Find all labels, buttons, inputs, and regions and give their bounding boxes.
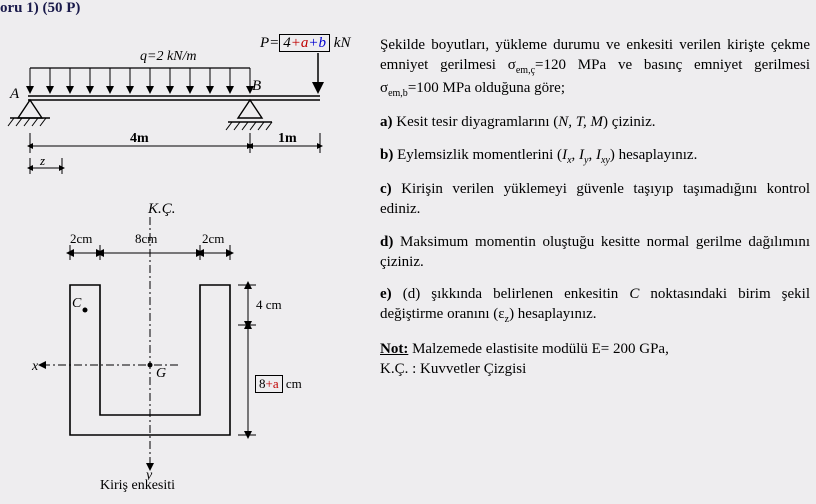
support-pin-A xyxy=(8,100,50,126)
h-var-unit: cm xyxy=(286,376,302,391)
kc-label: K.Ç. xyxy=(147,201,176,217)
question-header: oru 1) (50 P) xyxy=(0,0,80,17)
h-top: 4 cm xyxy=(256,297,282,312)
intro-paragraph: Şekilde boyutları, yükleme durumu ve enk… xyxy=(380,35,810,100)
x-axis-label: x xyxy=(31,359,39,374)
h-var-label: 8+a cm xyxy=(255,375,302,393)
span-1m: 1m xyxy=(278,131,297,146)
B-label: B xyxy=(252,78,261,94)
problem-text: Şekilde boyutları, yükleme durumu ve enk… xyxy=(380,35,810,391)
span-4m: 4m xyxy=(130,131,149,146)
note: Not: Malzemede elastisite modülü E= 200 … xyxy=(380,339,810,380)
item-a: a) Kesit tesir diyagramlarını (N, T, M) … xyxy=(380,112,810,132)
w-right: 2cm xyxy=(202,231,224,246)
w-left: 2cm xyxy=(70,231,92,246)
section-caption: Kiriş enkesiti xyxy=(100,478,175,494)
item-d: d) Maksimum momentin oluştuğu kesitte no… xyxy=(380,232,810,273)
distributed-load-arrows xyxy=(30,68,250,90)
beam-diagram: q=2 kN/m A B xyxy=(0,38,360,193)
item-b: b) Eylemsizlik momentlerini (Ix, Iy, Ixy… xyxy=(380,145,810,168)
A-label: A xyxy=(9,86,20,102)
w-mid: 8cm xyxy=(135,231,157,246)
q-label: q=2 kN/m xyxy=(140,49,197,64)
support-roller-B xyxy=(226,100,272,130)
h-var-a: +a xyxy=(266,376,279,391)
C-label: C xyxy=(72,296,82,311)
item-c: c) Kirişin verilen yüklemeyi güvenle taş… xyxy=(380,179,810,220)
z-label: z xyxy=(39,153,45,168)
cross-section-diagram: K.Ç. 2cm 8cm 2cm y x G C 4 cm xyxy=(30,195,320,485)
h-var-box: 8+a xyxy=(255,375,283,393)
item-e: e) (d) şıkkında belirlenen enkesitin C n… xyxy=(380,284,810,327)
G-label: G xyxy=(156,366,166,381)
